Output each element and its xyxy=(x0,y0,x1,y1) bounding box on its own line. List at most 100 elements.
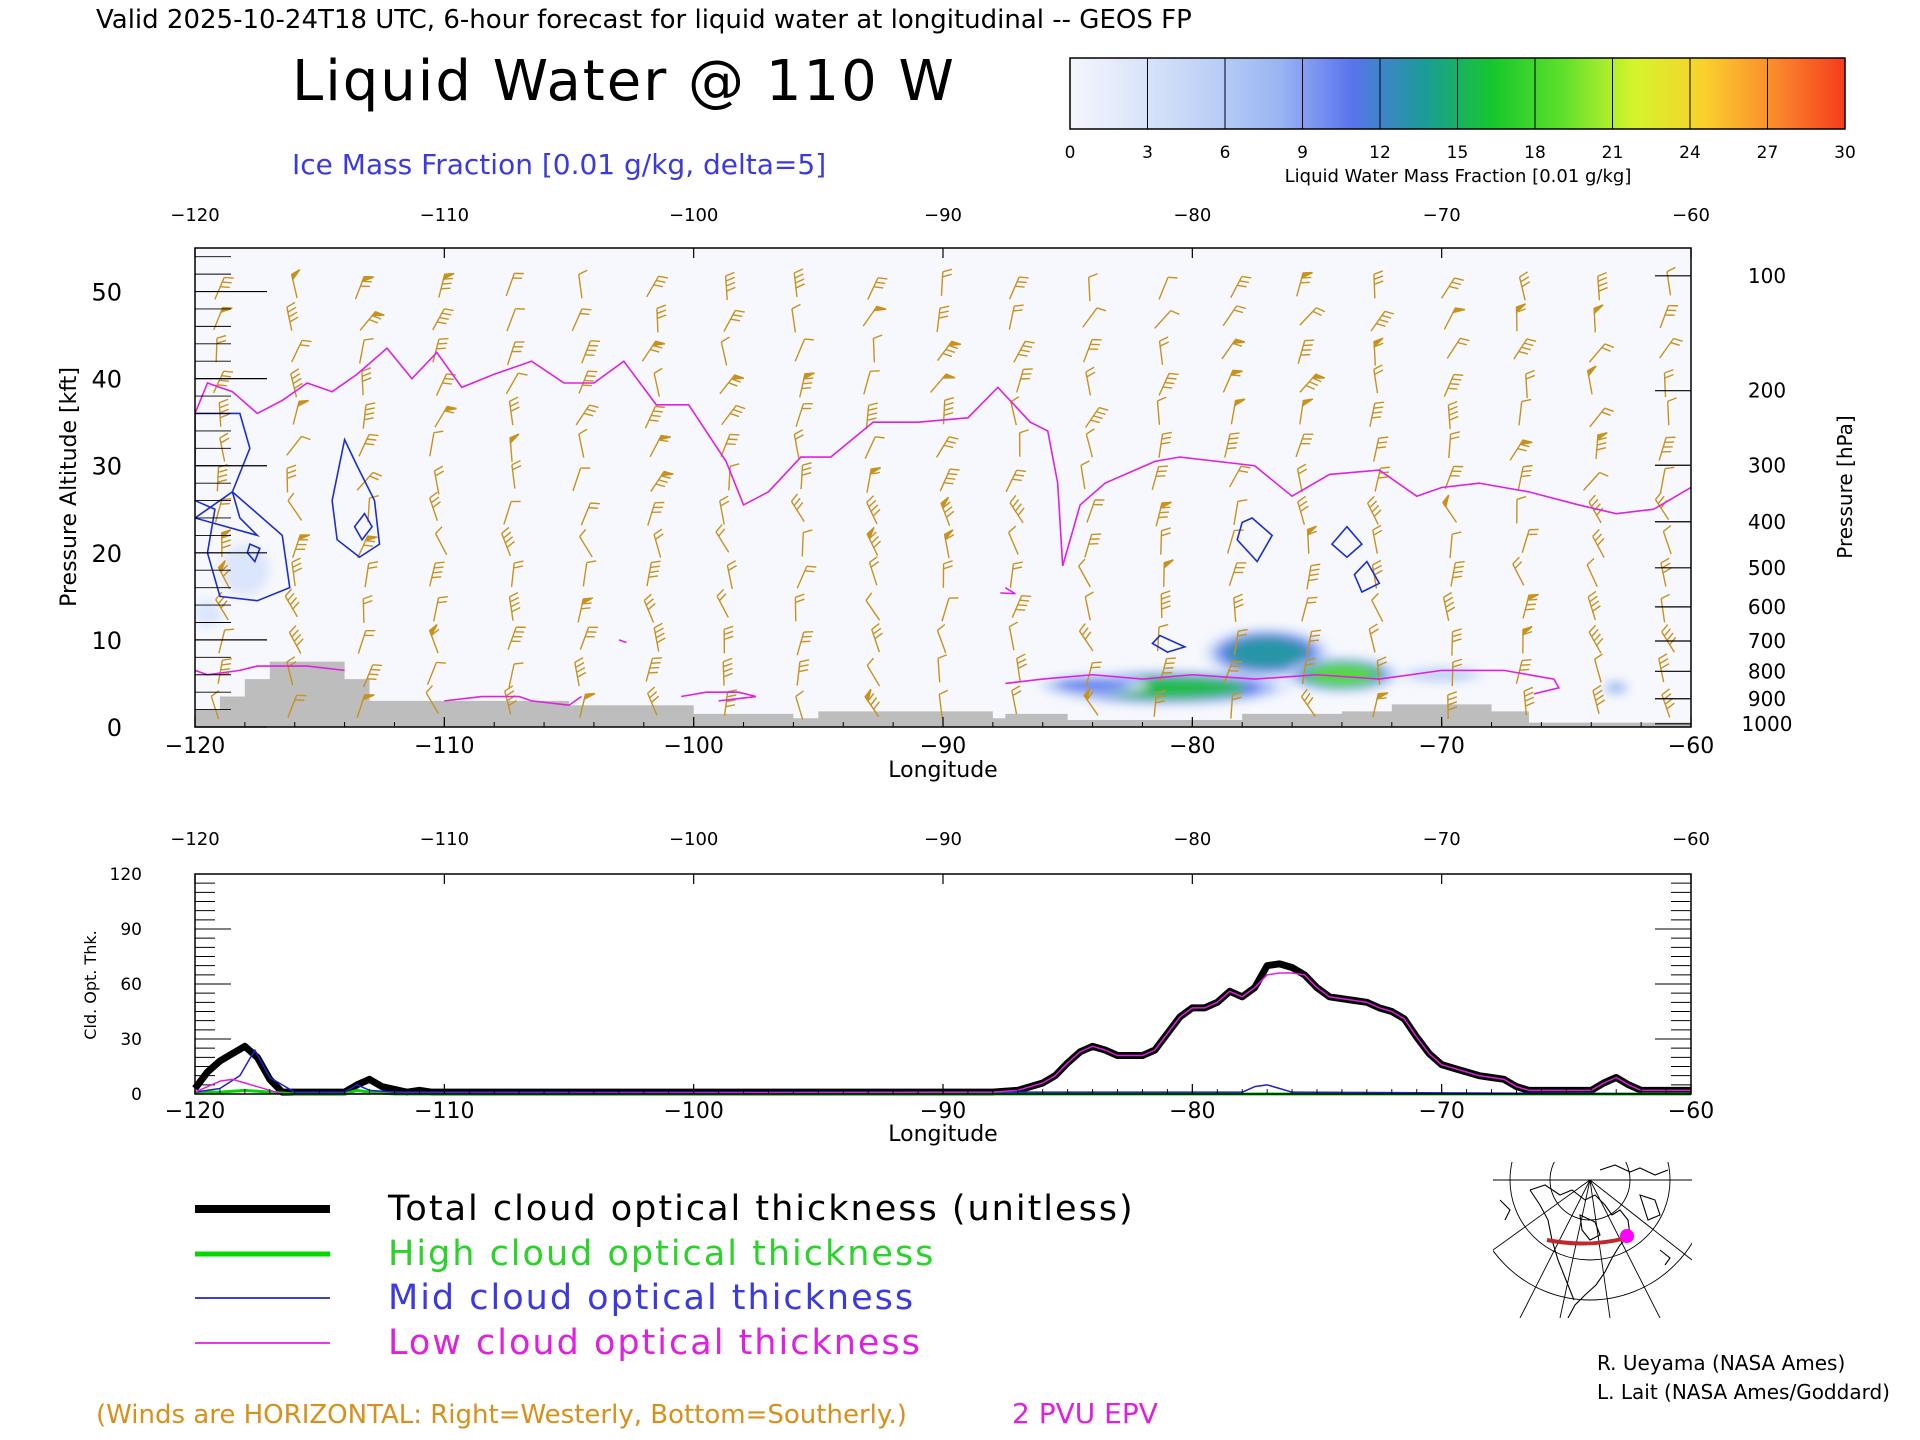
wind-barb xyxy=(433,465,445,495)
wind-barb xyxy=(218,398,230,427)
wind-barb xyxy=(505,372,528,395)
wind-barb xyxy=(1451,628,1462,656)
wind-barb xyxy=(796,659,810,686)
wind-barb xyxy=(1525,369,1536,398)
wind-barb xyxy=(719,495,730,525)
wind-barb xyxy=(936,305,950,333)
terrain xyxy=(195,661,1691,727)
wind-barb xyxy=(795,690,804,720)
wind-barb xyxy=(871,623,883,653)
wind-barb xyxy=(428,624,440,654)
top-axes: −120 −120 −110 −110 −100 −100 −90 −90 −80 −80 −70 −… xyxy=(91,205,1792,759)
epv-lines xyxy=(195,347,1691,707)
wind-barb xyxy=(354,275,374,300)
wind-barb xyxy=(219,432,230,462)
wind-barb xyxy=(1373,364,1384,394)
legend-mid-label: Mid cloud optical thickness xyxy=(388,1278,915,1318)
wind-barb xyxy=(645,657,662,682)
wind-barb xyxy=(1163,559,1174,587)
wind-barb xyxy=(799,372,815,398)
x-tick-label: −70 xyxy=(1418,734,1464,759)
wind-barb xyxy=(506,341,525,366)
wind-barb xyxy=(435,373,457,396)
plot-area xyxy=(195,248,1691,727)
wind-barb xyxy=(1593,653,1603,683)
wind-barb xyxy=(1450,560,1465,587)
wind-barb xyxy=(1448,431,1461,459)
wind-barb xyxy=(291,534,311,559)
wind-barb xyxy=(864,688,880,718)
wind-barb xyxy=(438,272,455,298)
wind-barb xyxy=(291,557,303,587)
wind-barb xyxy=(428,561,445,587)
wind-barb xyxy=(1373,337,1384,366)
wind-barb xyxy=(1372,692,1389,718)
ice-contour xyxy=(353,512,373,542)
colorbar-tick-label: 15 xyxy=(1447,143,1469,163)
wind-barb xyxy=(1516,495,1527,524)
wind-barb xyxy=(1443,307,1465,330)
wind-barb xyxy=(290,368,303,398)
wind-barb xyxy=(646,560,661,587)
wind-barb xyxy=(1222,305,1246,327)
y-tick-label: 0 xyxy=(107,714,122,742)
wind-barb xyxy=(1373,270,1384,299)
valid-line: Valid 2025-10-24T18 UTC, 6-hour forecast… xyxy=(96,5,1192,35)
wind-barb xyxy=(1228,562,1247,587)
colorbar-tick-label: 27 xyxy=(1757,143,1779,163)
x-tick-label: −110 xyxy=(414,1099,474,1124)
wind-barb xyxy=(1517,464,1533,491)
wind-barb xyxy=(793,268,805,297)
wind-barb xyxy=(1663,368,1674,398)
wind-barb xyxy=(356,694,375,718)
bottom-axes: −120 −120 −110 −110 −100 −100 −90 −90 −80 −80 −70 −… xyxy=(110,829,1715,1124)
wind-barb xyxy=(793,429,804,459)
wind-barb xyxy=(291,339,312,363)
wind-barb xyxy=(1442,591,1456,621)
wind-barb xyxy=(1016,653,1027,683)
x-tick-label-top: −80 xyxy=(1173,829,1211,850)
ice-contour xyxy=(331,437,381,559)
wind-barb xyxy=(433,595,448,622)
wind-barb xyxy=(937,654,948,683)
liquid-water-blob xyxy=(1057,679,1128,692)
wind-barb xyxy=(1297,339,1315,364)
wind-barb xyxy=(286,301,299,331)
wind-barbs xyxy=(210,266,1683,720)
wind-barb xyxy=(929,373,956,393)
y-tick-label: 20 xyxy=(91,540,122,568)
wind-barb xyxy=(1586,557,1598,587)
legend-high-label: High cloud optical thickness xyxy=(388,1234,935,1274)
wind-barb xyxy=(868,556,880,586)
wind-barb xyxy=(361,367,372,396)
colorbar-dividers xyxy=(1147,58,1768,129)
wind-barb xyxy=(865,402,879,430)
wind-barb xyxy=(511,460,522,489)
wind-barb xyxy=(508,396,520,426)
wind-barb xyxy=(508,662,524,688)
wind-barb xyxy=(571,308,592,332)
wind-barb xyxy=(646,686,660,716)
wind-barb xyxy=(578,370,598,394)
wind-barb xyxy=(866,657,881,687)
colorbar-tick-label: 24 xyxy=(1679,143,1701,163)
wind-barb xyxy=(503,500,521,525)
y-tick-label: 60 xyxy=(120,975,142,995)
wind-barb xyxy=(287,694,307,718)
wind-barb xyxy=(1449,531,1462,559)
cross-section-chart: −120 −120 −110 −110 −100 −100 −90 −90 −80 −80 −70 −… xyxy=(57,205,1857,783)
wind-barb xyxy=(790,493,805,523)
epv-low-line xyxy=(1005,669,1561,695)
wind-barb xyxy=(801,529,813,557)
wind-barb xyxy=(1223,660,1243,684)
y-tick-label: 30 xyxy=(91,453,122,481)
ice-contour xyxy=(1353,560,1381,594)
wind-barb xyxy=(653,622,666,652)
wind-barb xyxy=(724,271,736,300)
wind-barb xyxy=(1444,465,1464,490)
wind-barb xyxy=(1376,656,1387,685)
wind-barb xyxy=(1158,431,1173,458)
wind-barb xyxy=(1228,465,1251,488)
y-tick-label: 30 xyxy=(120,1030,142,1050)
top-ylabel: Pressure Altitude [kft] xyxy=(57,367,82,607)
